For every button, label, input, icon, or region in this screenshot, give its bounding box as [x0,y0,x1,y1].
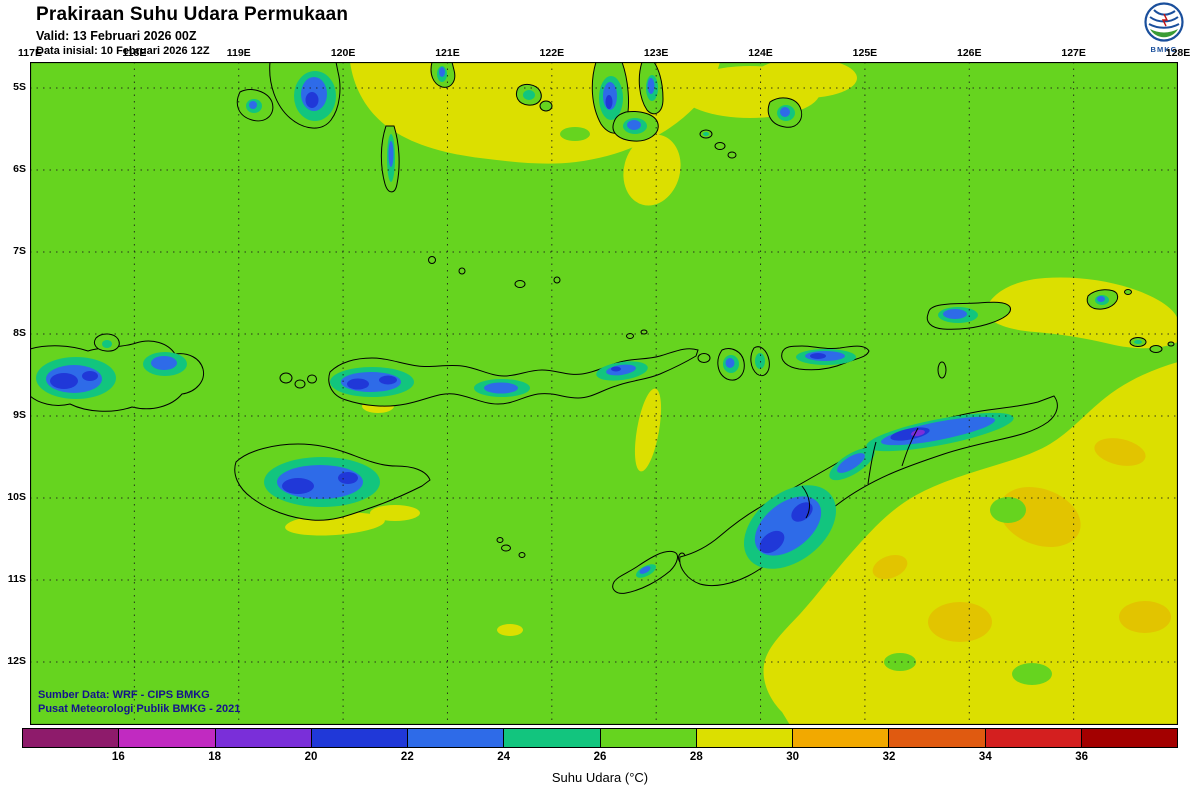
colorbar-tick: 30 [786,751,800,763]
colorbar-segment [214,729,311,747]
colorbar-segment [792,729,889,747]
lat-label: 7S [13,245,26,257]
bmkg-logo: BMKG [1138,2,1190,54]
lat-label: 10S [7,491,26,503]
colorbar-tick: 36 [1075,751,1089,763]
colorbar-segment [984,729,1081,747]
page-title: Prakiraan Suhu Udara Permukaan [36,4,349,25]
colorbar-segment [310,729,407,747]
lon-label: 120E [330,47,356,59]
lat-label: 8S [13,327,26,339]
lon-label: 117E [18,47,42,59]
colorbar-tick: 20 [304,751,318,763]
source-line-1: Sumber Data: WRF - CIPS BMKG [38,689,210,701]
map-frame [30,62,1178,725]
lon-label: 127E [1061,47,1086,59]
lon-label: 126E [957,47,982,59]
lat-label: 5S [13,81,26,93]
lat-label: 11S [7,573,26,585]
colorbar-segment [407,729,504,747]
source-block: Sumber Data: WRF - CIPS BMKG Pusat Meteo… [38,688,240,716]
hot-spots [872,438,1171,685]
lat-label: 12S [7,655,26,667]
colorbar-tick: 24 [497,751,511,763]
islands-layer [30,62,1175,594]
colorbar-segment [503,729,600,747]
lon-label: 125E [852,47,878,59]
valid-time: Valid: 13 Februari 2026 00Z [36,29,197,43]
colorbar-tick: 16 [111,751,125,763]
colorbar-segment [695,729,792,747]
lon-label: 121E [435,47,460,59]
bmkg-logo-label: BMKG [1150,45,1178,54]
lon-label: 123E [643,47,669,59]
lat-label: 9S [13,409,26,421]
lon-label: 122E [539,47,565,59]
source-line-2: Pusat Meteorologi Publik BMKG - 2021 [38,703,241,715]
colorbar-segment [599,729,696,747]
colorbar-tick: 28 [689,751,703,763]
lon-label: 118E [122,47,147,59]
colorbar-segment [118,729,215,747]
colorbar-segment [888,729,985,747]
colorbar-segment [1080,729,1177,747]
colorbar-segment [23,729,119,747]
colorbar-tick: 18 [208,751,222,763]
lon-label: 119E [226,47,251,59]
colorbar-tick: 34 [978,751,992,763]
colorbar-tick: 32 [882,751,896,763]
lat-label: 6S [13,163,26,175]
colorbar-tick: 22 [400,751,414,763]
colorbar [22,728,1178,748]
colorbar-title: Suhu Udara (°C) [551,770,649,785]
lon-label: 124E [748,47,773,59]
temperature-map [30,62,1178,725]
bmkg-logo-icon [1144,2,1184,42]
graticule-grid [30,62,1178,725]
lon-label: 128E [1165,47,1191,59]
init-time: Data inisial: 10 Februari 2026 12Z [36,45,210,57]
colorbar-tick: 26 [593,751,607,763]
